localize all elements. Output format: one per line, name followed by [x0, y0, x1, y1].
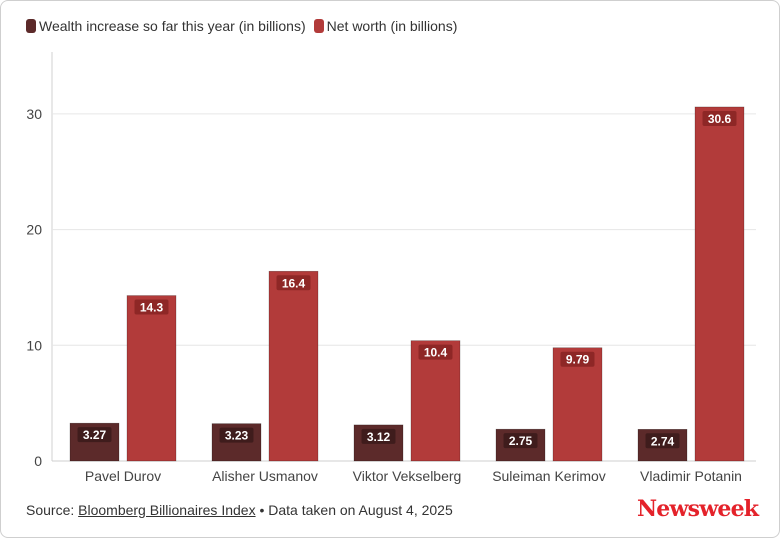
legend-swatch-net-worth — [313, 19, 324, 33]
x-tick-label: Suleiman Kerimov — [492, 468, 606, 484]
data-label: 16.4 — [282, 276, 306, 290]
source-footer: Source: Bloomberg Billionaires Index • D… — [26, 502, 453, 518]
x-tick-label: Viktor Vekselberg — [353, 468, 462, 484]
data-label: 3.27 — [83, 428, 107, 442]
legend-label-net-worth: Net worth (in billions) — [326, 18, 458, 34]
data-label-background — [134, 299, 169, 315]
legend-label-wealth-increase: Wealth increase so far this year (in bil… — [39, 18, 306, 34]
data-label-background — [77, 427, 112, 443]
y-tick-label: 30 — [26, 106, 42, 122]
data-label-background — [219, 427, 254, 443]
data-label: 3.12 — [367, 430, 391, 444]
legend-item-wealth-increase: Wealth increase so far this year (in bil… — [26, 18, 306, 34]
y-tick-label: 20 — [26, 222, 42, 238]
bar-net-worth — [410, 340, 461, 462]
data-label: 14.3 — [140, 301, 164, 315]
legend-swatch-wealth-increase — [26, 19, 36, 33]
data-label: 2.74 — [651, 434, 675, 448]
legend-item-net-worth: Net worth (in billions) — [313, 18, 458, 34]
data-label: 30.6 — [708, 112, 732, 126]
data-label: 10.4 — [424, 346, 448, 360]
y-tick-label: 10 — [26, 337, 42, 353]
y-tick-label: 0 — [34, 453, 42, 469]
data-label-background — [560, 351, 595, 367]
data-label: 9.79 — [566, 353, 590, 367]
data-label-background — [418, 344, 453, 360]
x-tick-label: Alisher Usmanov — [212, 468, 318, 484]
bar-net-worth — [694, 106, 745, 462]
data-label-background — [645, 433, 680, 449]
bar-net-worth — [268, 270, 319, 462]
source-link[interactable]: Bloomberg Billionaires Index — [78, 502, 256, 518]
data-label: 2.75 — [509, 434, 533, 448]
data-label-background — [702, 110, 737, 126]
data-date-note: Data taken on August 4, 2025 — [268, 502, 453, 518]
data-label-background — [361, 428, 396, 444]
source-prefix: Source: — [26, 502, 79, 518]
data-label-background — [503, 433, 538, 449]
bar-net-worth — [126, 295, 177, 462]
newsweek-logo: Newsweek — [637, 496, 759, 522]
legend: Wealth increase so far this year (in bil… — [26, 16, 465, 36]
x-tick-label: Pavel Durov — [85, 468, 161, 484]
x-tick-label: Vladimir Potanin — [640, 468, 742, 484]
source-bullet: • — [255, 502, 269, 518]
data-label-background — [276, 275, 311, 291]
data-label: 3.23 — [225, 429, 249, 443]
